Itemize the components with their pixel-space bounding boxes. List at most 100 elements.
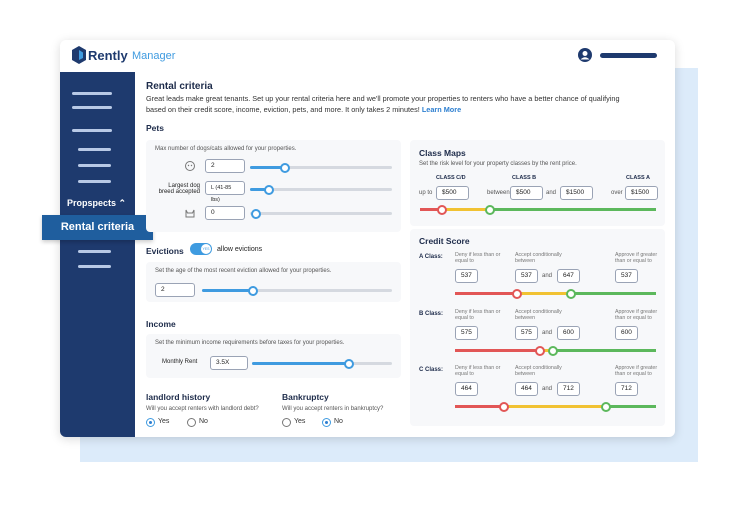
page-description: Great leads make great tenants. Set up y… (146, 94, 636, 115)
section-title: Income (146, 319, 176, 329)
dogs-input[interactable]: 2 (205, 159, 245, 173)
score-input[interactable]: 647 (557, 269, 580, 283)
nav-section-label: Propspects (67, 198, 117, 208)
hint: Set the minimum income requirements befo… (155, 340, 345, 346)
description-text: Great leads make great tenants. Set up y… (146, 94, 620, 114)
class-input[interactable]: $500 (510, 186, 543, 200)
income-slider[interactable] (252, 359, 392, 369)
hint: Set the risk level for your property cla… (419, 161, 577, 167)
eviction-slider[interactable] (202, 286, 392, 296)
score-input[interactable]: 712 (557, 382, 580, 396)
score-input[interactable]: 600 (615, 326, 638, 340)
class-name: CLASS B (512, 175, 537, 181)
section-title: landlord history (146, 392, 211, 402)
score-slider[interactable] (455, 346, 656, 356)
rent-label: Monthly Rent (162, 359, 198, 365)
toggle-knob: YES (201, 244, 211, 254)
class-label: B Class: (419, 311, 444, 317)
score-slider[interactable] (455, 402, 656, 412)
score-input[interactable]: 575 (455, 326, 478, 340)
radio-no[interactable] (187, 418, 196, 427)
radio-yes[interactable] (282, 418, 291, 427)
score-input[interactable]: 464 (455, 382, 478, 396)
prefix: over (611, 190, 623, 196)
nav-item[interactable] (78, 250, 111, 253)
hint: Max number of dogs/cats allowed for your… (155, 146, 297, 152)
score-input[interactable]: 600 (557, 326, 580, 340)
toggle-label: allow evictions (217, 246, 263, 253)
column-label: Deny if less than or equal to (455, 309, 501, 321)
prefix: up to (419, 190, 433, 196)
nav-item[interactable] (78, 164, 111, 167)
section-title: Credit Score (419, 236, 470, 246)
nav-item[interactable] (78, 148, 111, 151)
column-label: Accept conditionally between (515, 252, 562, 264)
breed-slider[interactable] (250, 185, 392, 195)
nav-item[interactable] (78, 265, 111, 268)
class-input[interactable]: $500 (436, 186, 469, 200)
nav-item[interactable] (72, 129, 112, 132)
sidebar: Propspects ⌃ (60, 72, 135, 437)
class-name: CLASS A (626, 175, 650, 181)
class-slider[interactable] (420, 205, 656, 215)
column-label: Approve if greater than or equal to (615, 365, 658, 377)
section-title: Pets (146, 123, 164, 133)
active-nav-item[interactable]: Rental criteria (42, 215, 153, 240)
cat-icon (185, 209, 195, 218)
score-input[interactable]: 464 (515, 382, 538, 396)
dogs-slider[interactable] (250, 163, 392, 173)
logo-product: Manager (132, 50, 176, 62)
column-label: Deny if less than or equal to (455, 365, 501, 377)
score-input[interactable]: 537 (455, 269, 478, 283)
score-input[interactable]: 575 (515, 326, 538, 340)
income-input[interactable]: 3.5X (210, 356, 248, 370)
column-label: Accept conditionally between (515, 365, 562, 377)
joiner: and (542, 386, 553, 392)
logo-brand: Rently (88, 48, 128, 63)
section-title: Class Maps (419, 148, 466, 158)
nav-section[interactable]: Propspects ⌃ (67, 198, 126, 209)
section-title: Bankruptcy (282, 392, 329, 402)
score-slider[interactable] (455, 289, 656, 299)
radio-yes[interactable] (146, 418, 155, 427)
column-label: Approve if greater than or equal to (615, 252, 658, 264)
user-name-bar (600, 53, 657, 58)
cats-slider[interactable] (250, 209, 392, 219)
cats-input[interactable]: 0 (205, 206, 245, 220)
question: Will you accept renters in bankruptcy? (282, 406, 384, 412)
nav-item[interactable] (78, 180, 111, 183)
nav-item[interactable] (72, 106, 112, 109)
score-input[interactable]: 712 (615, 382, 638, 396)
hint: Set the age of the most recent eviction … (155, 268, 332, 274)
radio-label: No (334, 418, 343, 425)
radio-label: Yes (294, 418, 306, 425)
page-title: Rental criteria (146, 81, 213, 92)
class-label: A Class: (419, 254, 443, 260)
score-input[interactable]: 537 (515, 269, 538, 283)
column-label: Accept conditionally between (515, 309, 562, 321)
score-input[interactable]: 537 (615, 269, 638, 283)
class-input[interactable]: $1500 (560, 186, 593, 200)
learn-more-link[interactable]: Learn More (421, 104, 462, 114)
class-label: C Class: (419, 367, 444, 373)
breed-input[interactable]: L (41-85 lbs) (205, 181, 245, 203)
nav-item[interactable] (72, 92, 112, 95)
breed-label: Largest dog breed accepted (158, 183, 200, 195)
evictions-toggle[interactable]: YES (190, 243, 212, 255)
class-name: CLASS C/D (436, 175, 466, 181)
prefix: between (487, 190, 510, 196)
class-input[interactable]: $1500 (625, 186, 658, 200)
question: Will you accept renters with landlord de… (146, 406, 259, 412)
joiner: and (542, 273, 553, 279)
radio-label: No (199, 418, 208, 425)
joiner: and (542, 330, 553, 336)
column-label: Deny if less than or equal to (455, 252, 501, 264)
joiner: and (546, 190, 557, 196)
class-maps-panel (410, 140, 665, 226)
radio-no[interactable] (322, 418, 331, 427)
logo-icon (72, 46, 86, 64)
radio-label: Yes (158, 418, 170, 425)
user-icon[interactable] (578, 48, 592, 62)
eviction-years-input[interactable]: 2 (155, 283, 195, 297)
